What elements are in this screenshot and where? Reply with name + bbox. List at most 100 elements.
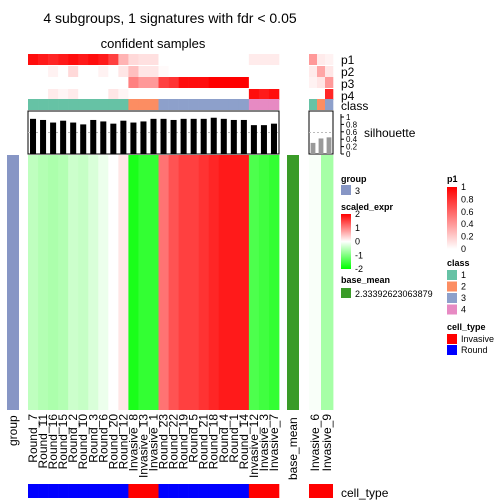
- legend-class-swatch: [447, 270, 457, 280]
- annot-p2-cell: [108, 66, 119, 77]
- sample-label: Round_1: [227, 414, 241, 463]
- sample-label: Round_4: [217, 414, 231, 463]
- heatmap-side-cell: [321, 155, 334, 410]
- heatmap-cell: [208, 155, 220, 410]
- legend-base-mean-title: base_mean: [341, 275, 390, 285]
- heatmap-cell: [138, 155, 149, 410]
- heatmap-cell: [168, 155, 179, 410]
- annot-p4-cell: [88, 89, 99, 100]
- annot-p3-side-cell: [317, 77, 326, 88]
- annot-p1-cell: [58, 54, 69, 65]
- annot-p2-cell: [148, 66, 159, 77]
- sample-label: Round_20: [106, 414, 120, 470]
- base-mean-axis-label: base_mean: [286, 417, 300, 480]
- annot-class-cell: [98, 99, 109, 110]
- silhouette-bar: [170, 119, 177, 154]
- annot-p3-cell: [118, 77, 129, 88]
- legend-cell-type-label: Invasive: [461, 334, 494, 344]
- sample-label: Round_10: [76, 414, 90, 470]
- annot-p1-cell: [48, 54, 59, 65]
- annot-p3-side-cell: [309, 77, 318, 88]
- cell-type-cell: [248, 484, 260, 498]
- cell-type-side-cell: [309, 484, 333, 498]
- silhouette-bar: [60, 120, 67, 154]
- silhouette-bar: [30, 118, 37, 154]
- annot-p2-cell: [248, 66, 260, 77]
- annot-p2-cell: [88, 66, 99, 77]
- annot-p2-cell: [58, 66, 69, 77]
- annot-p3-cell: [108, 77, 119, 88]
- legends: group3scaled_expr210-1-2base_mean2.33392…: [341, 174, 494, 355]
- legend-scaled-expr-tick: 1: [355, 223, 360, 233]
- annot-p1-side-cell: [325, 54, 334, 65]
- heatmap-cell: [268, 155, 280, 410]
- sample-label: Round_21: [197, 414, 211, 470]
- cell-type-annotation: [28, 484, 333, 498]
- cell-type-cell: [48, 484, 59, 498]
- sample-label: Round_12: [116, 414, 130, 470]
- base-mean-bar: [287, 155, 299, 410]
- silhouette-bar: [70, 122, 77, 154]
- annot-class-cell: [178, 99, 189, 110]
- heatmap-cell: [238, 155, 250, 410]
- annot-p2-cell: [198, 66, 210, 77]
- annot-p3-cell: [268, 77, 280, 88]
- sample-label: Round_23: [157, 414, 171, 470]
- cell-type-cell: [238, 484, 250, 498]
- heatmap-cell: [158, 155, 169, 410]
- legend-p1-bar: [447, 187, 457, 249]
- sample-label: Round_5: [187, 414, 201, 463]
- annot-p4-side-cell: [325, 89, 334, 100]
- legend-class-label: 1: [461, 270, 466, 280]
- cell-type-cell: [178, 484, 189, 498]
- silhouette-tick-label: 0.6: [346, 128, 358, 137]
- legend-class-swatch: [447, 281, 457, 292]
- cell-type-cell: [68, 484, 79, 498]
- heatmap-cell: [148, 155, 159, 410]
- sample-label: Round_6: [96, 414, 110, 463]
- cell-type-cell: [78, 484, 89, 498]
- annot-p2-cell: [178, 66, 189, 77]
- annot-class-cell: [228, 99, 240, 110]
- annot-p4-cell: [48, 89, 59, 100]
- sample-label: Round_19: [177, 414, 191, 470]
- annot-p4-cell: [78, 89, 89, 100]
- cell-type-cell: [138, 484, 149, 498]
- annot-p2-cell: [258, 66, 270, 77]
- annot-class-cell: [258, 99, 270, 110]
- annot-p2-cell: [218, 66, 230, 77]
- silhouette-bar: [240, 119, 247, 154]
- annot-class-cell: [88, 99, 99, 110]
- annot-p1-cell: [138, 54, 149, 65]
- sample-label: Invasive_7: [267, 414, 281, 472]
- heatmap-cell: [28, 155, 39, 410]
- annot-p4-cell: [208, 89, 220, 100]
- cell-type-cell: [98, 484, 109, 498]
- silhouette-bar: [230, 119, 237, 154]
- silhouette-bar: [260, 125, 267, 154]
- annot-p4-cell: [98, 89, 109, 100]
- annot-p3-cell: [68, 77, 79, 88]
- heatmap-cell: [78, 155, 89, 410]
- annot-p2-cell: [68, 66, 79, 77]
- sample-labels: Round_7Round_11Round_16Round_15Round_2Ro…: [26, 414, 334, 478]
- annot-p4-side-cell: [309, 89, 318, 100]
- legend-base-mean-label: 2.33392623063879: [355, 289, 433, 299]
- sample-label: Round_3: [86, 414, 100, 463]
- annot-class-cell: [118, 99, 129, 110]
- cell-type-cell: [168, 484, 179, 498]
- cell-type-cell: [28, 484, 39, 498]
- sample-label: Round_2: [66, 414, 80, 463]
- annot-class-side-cell: [317, 99, 326, 110]
- legend-scaled-expr-tick: -1: [355, 250, 363, 260]
- legend-class-title: class: [447, 258, 470, 268]
- heatmap-cell: [48, 155, 59, 410]
- annot-p3-cell: [248, 77, 260, 88]
- annot-p3-cell: [158, 77, 169, 88]
- legend-class-label: 2: [461, 282, 466, 292]
- annot-p3-cell: [28, 77, 39, 88]
- silhouette-bar: [80, 124, 87, 154]
- annot-class-cell: [268, 99, 280, 110]
- annot-p2-cell: [38, 66, 49, 77]
- annot-p3-cell: [218, 77, 230, 88]
